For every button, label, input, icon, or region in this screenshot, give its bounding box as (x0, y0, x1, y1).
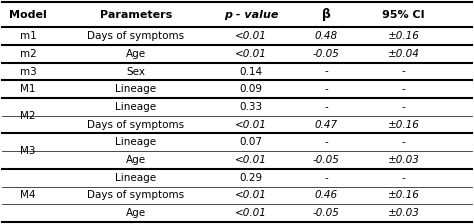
Text: -: - (324, 137, 328, 147)
Text: <0.01: <0.01 (235, 120, 267, 130)
Text: Days of symptoms: Days of symptoms (87, 31, 184, 41)
Text: Lineage: Lineage (116, 84, 156, 94)
Text: <0.01: <0.01 (235, 31, 267, 41)
Text: Age: Age (126, 49, 146, 59)
Text: -: - (402, 173, 406, 183)
Text: <0.01: <0.01 (235, 190, 267, 200)
Text: m1: m1 (19, 31, 36, 41)
Text: -: - (402, 102, 406, 112)
Text: -: - (324, 102, 328, 112)
Text: -: - (402, 137, 406, 147)
Text: Age: Age (126, 208, 146, 218)
Text: 95% CI: 95% CI (383, 10, 425, 20)
Text: Model: Model (9, 10, 47, 20)
Text: 0.09: 0.09 (239, 84, 263, 94)
Text: <0.01: <0.01 (235, 49, 267, 59)
Text: ±0.03: ±0.03 (388, 155, 420, 165)
Text: -: - (324, 173, 328, 183)
Text: Age: Age (126, 155, 146, 165)
Text: 0.48: 0.48 (315, 31, 338, 41)
Text: m2: m2 (19, 49, 36, 59)
Text: Lineage: Lineage (116, 173, 156, 183)
Text: M1: M1 (20, 84, 36, 94)
Text: M2: M2 (20, 111, 36, 121)
Text: β: β (322, 8, 331, 21)
Text: p - value: p - value (224, 10, 278, 20)
Text: -: - (402, 84, 406, 94)
Text: 0.14: 0.14 (239, 67, 263, 77)
Text: m3: m3 (19, 67, 36, 77)
Text: 0.29: 0.29 (239, 173, 263, 183)
Text: Lineage: Lineage (116, 137, 156, 147)
Text: -: - (324, 84, 328, 94)
Text: 0.07: 0.07 (239, 137, 263, 147)
Text: 0.47: 0.47 (315, 120, 338, 130)
Text: -0.05: -0.05 (313, 49, 340, 59)
Text: <0.01: <0.01 (235, 155, 267, 165)
Text: ±0.03: ±0.03 (388, 208, 420, 218)
Text: -0.05: -0.05 (313, 208, 340, 218)
Text: Days of symptoms: Days of symptoms (87, 120, 184, 130)
Text: ±0.16: ±0.16 (388, 190, 420, 200)
Text: <0.01: <0.01 (235, 208, 267, 218)
Text: Lineage: Lineage (116, 102, 156, 112)
Text: ±0.16: ±0.16 (388, 120, 420, 130)
Text: -: - (402, 67, 406, 77)
Text: -: - (324, 67, 328, 77)
Text: 0.46: 0.46 (315, 190, 338, 200)
Text: M3: M3 (20, 146, 36, 156)
Text: M4: M4 (20, 190, 36, 200)
Text: 0.33: 0.33 (239, 102, 263, 112)
Text: ±0.16: ±0.16 (388, 31, 420, 41)
Text: Sex: Sex (127, 67, 146, 77)
Text: Days of symptoms: Days of symptoms (87, 190, 184, 200)
Text: -0.05: -0.05 (313, 155, 340, 165)
Text: Parameters: Parameters (100, 10, 172, 20)
Text: ±0.04: ±0.04 (388, 49, 420, 59)
